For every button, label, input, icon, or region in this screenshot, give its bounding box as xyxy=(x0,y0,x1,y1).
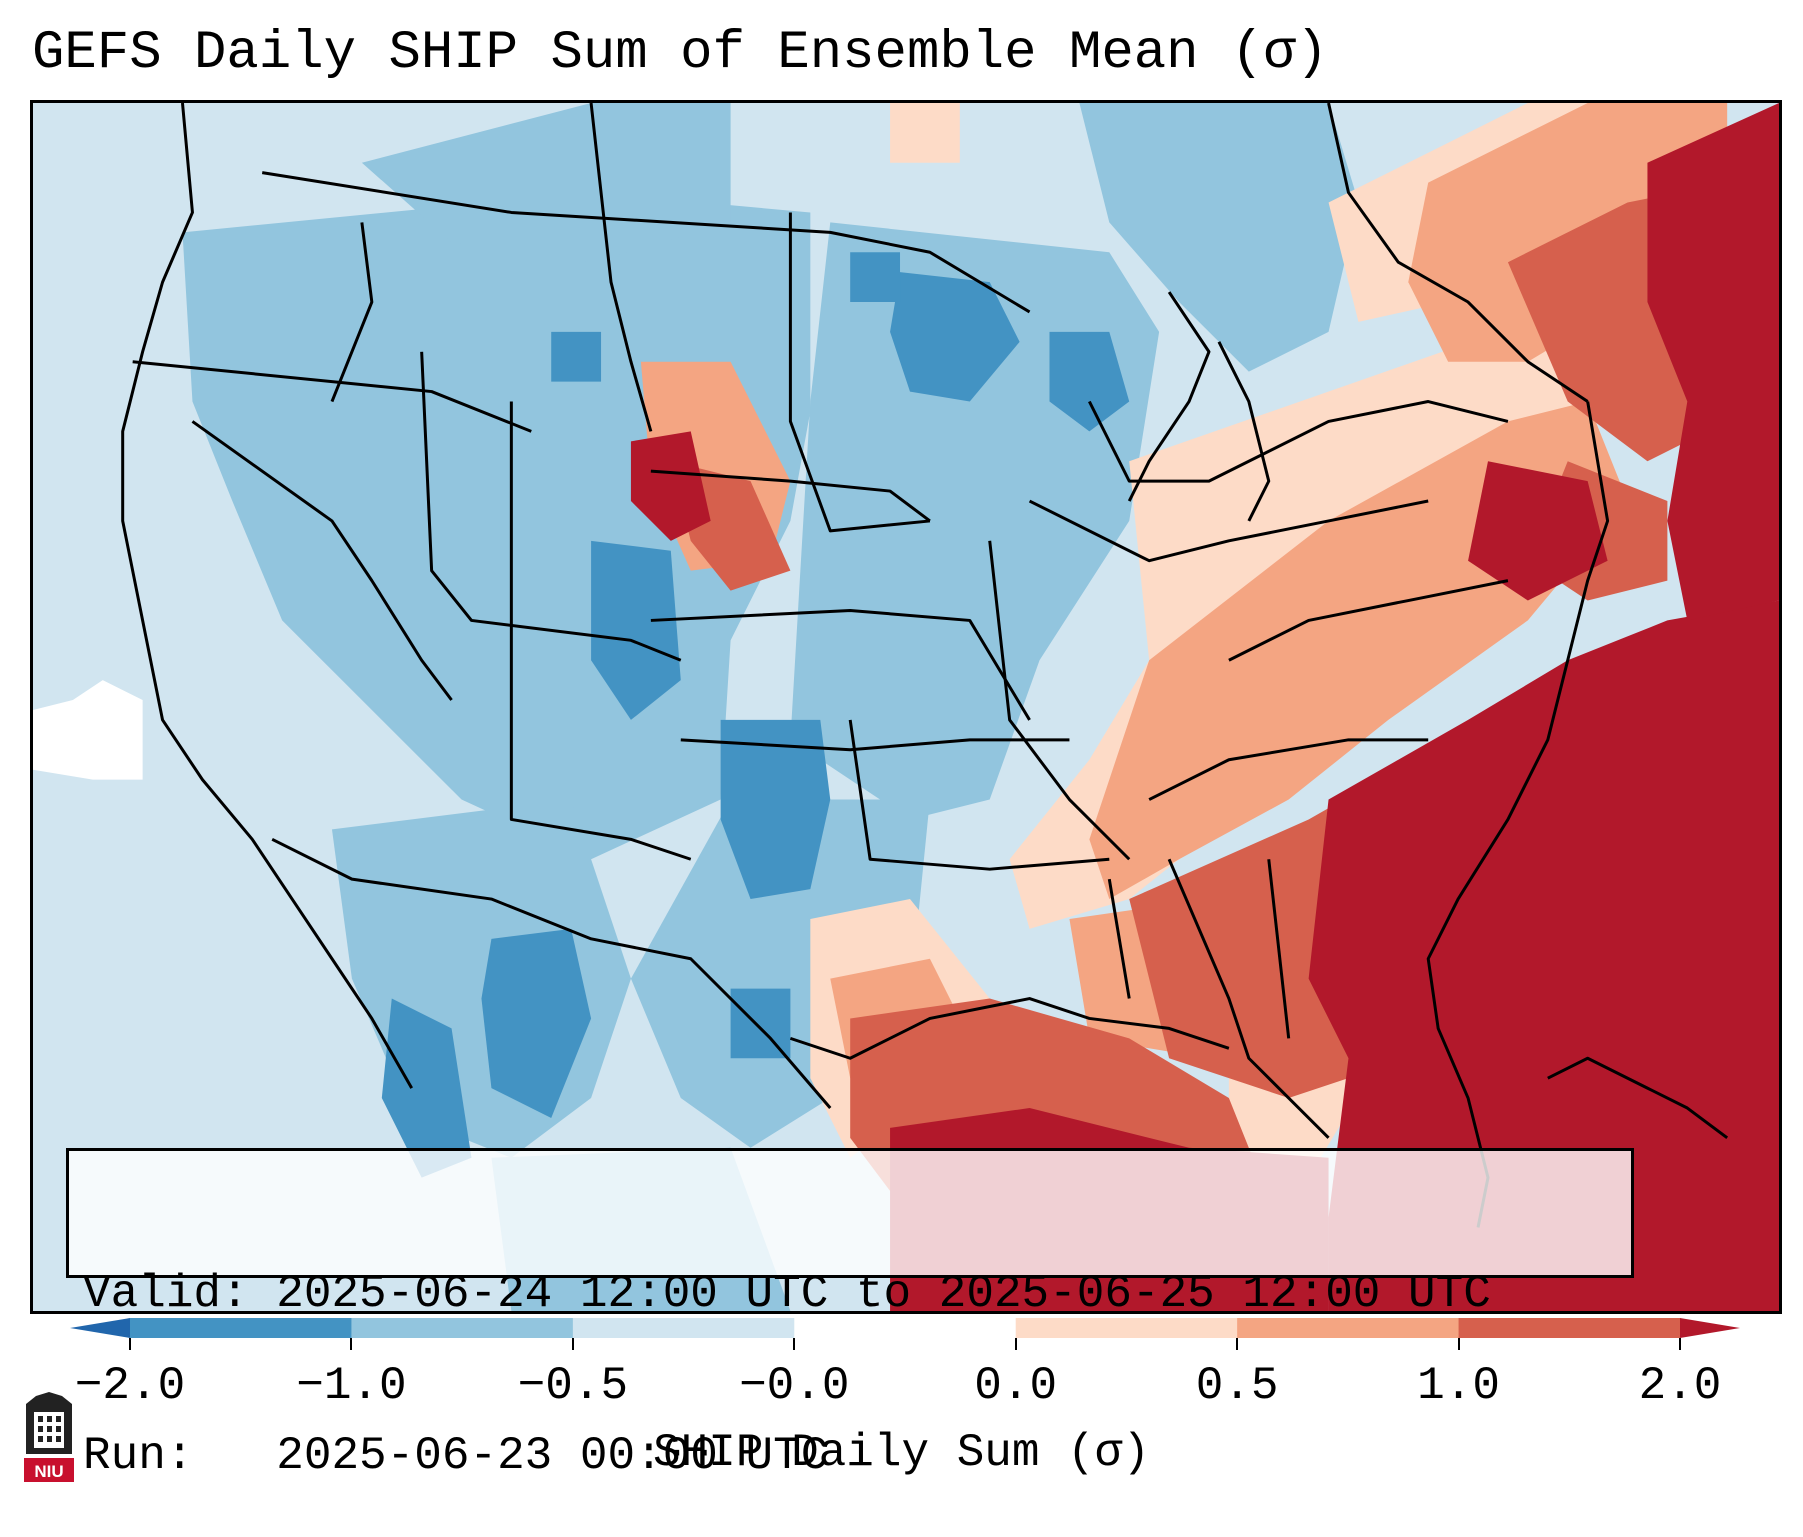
colorbar-segment xyxy=(1015,1318,1238,1338)
colorbar-tick xyxy=(793,1338,796,1350)
colorbar-tick xyxy=(350,1338,353,1350)
map-panel xyxy=(30,100,1782,1314)
valid-time-text: Valid: 2025-06-24 12:00 UTC to 2025-06-2… xyxy=(83,1268,1491,1320)
colorbar-tick xyxy=(1457,1338,1460,1350)
colorbar-segment xyxy=(130,1318,352,1338)
colorbar-segment xyxy=(1237,1318,1460,1338)
colorbar-tick-label: 0.5 xyxy=(1195,1360,1279,1412)
coastlines-borders xyxy=(121,103,1729,1228)
field-strong-negative xyxy=(381,252,1130,1178)
colorbar xyxy=(70,1318,1740,1338)
niu-logo-text: NIU xyxy=(34,1462,63,1481)
colorbar-tick xyxy=(1236,1338,1239,1350)
map-title: GEFS Daily SHIP Sum of Ensemble Mean (σ) xyxy=(32,23,1329,84)
colorbar-tick xyxy=(1014,1338,1017,1350)
colorbar-tick xyxy=(1679,1338,1681,1350)
colorbar-label: SHIP Daily Sum (σ) xyxy=(653,1427,1150,1479)
colorbar-segment xyxy=(351,1318,574,1338)
colorbar-tick-label: 2.0 xyxy=(1638,1360,1722,1412)
map-canvas xyxy=(33,103,1779,1311)
colorbar-segment xyxy=(794,1318,1017,1338)
colorbar-segments xyxy=(130,1318,1681,1338)
colorbar-tick-label: −2.0 xyxy=(74,1360,186,1412)
colorbar-tick-label: 0.0 xyxy=(974,1360,1058,1412)
colorbar-tick-label: −1.0 xyxy=(296,1360,407,1412)
colorbar-tick-label: 1.0 xyxy=(1417,1360,1500,1412)
run-time-text: Run: 2025-06-23 00:00 UTC xyxy=(83,1430,829,1482)
colorbar-tick-label: −0.5 xyxy=(517,1360,629,1412)
colorbar-over-extension xyxy=(1680,1318,1740,1338)
colorbar-tick xyxy=(129,1338,131,1350)
colorbar-segment xyxy=(1458,1318,1681,1338)
niu-logo: NIU xyxy=(24,1392,74,1482)
colorbar-tick xyxy=(571,1338,574,1350)
colorbar-tick-label: −0.0 xyxy=(739,1360,850,1412)
valid-run-info-box: Valid: 2025-06-24 12:00 UTC to 2025-06-2… xyxy=(66,1148,1634,1482)
colorbar-under-extension xyxy=(70,1318,130,1338)
colorbar-segment xyxy=(572,1318,795,1338)
field-neutral xyxy=(33,680,143,780)
